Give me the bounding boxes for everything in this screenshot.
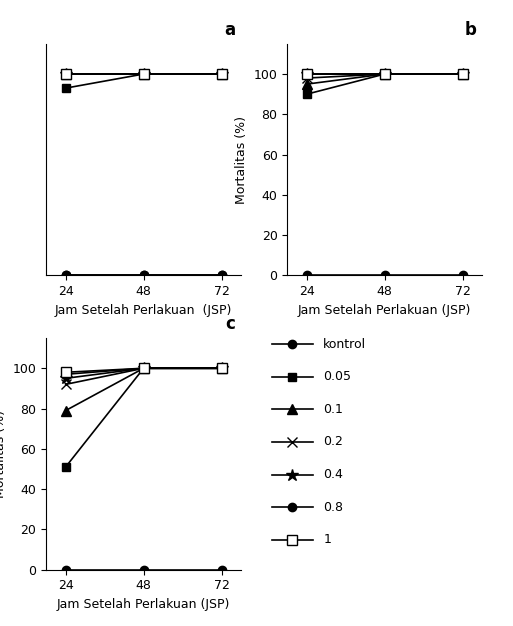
Text: c: c bbox=[225, 316, 235, 334]
X-axis label: Jam Setelah Perlakuan (JSP): Jam Setelah Perlakuan (JSP) bbox=[298, 304, 471, 317]
Text: 1: 1 bbox=[323, 533, 331, 546]
X-axis label: Jam Setelah Perlakuan  (JSP): Jam Setelah Perlakuan (JSP) bbox=[55, 304, 232, 317]
Y-axis label: Mortalitas (%): Mortalitas (%) bbox=[0, 410, 7, 498]
Text: b: b bbox=[464, 21, 477, 39]
Text: 0.4: 0.4 bbox=[323, 468, 343, 481]
Text: 0.8: 0.8 bbox=[323, 501, 343, 513]
X-axis label: Jam Setelah Perlakuan (JSP): Jam Setelah Perlakuan (JSP) bbox=[57, 598, 230, 611]
Text: 0.05: 0.05 bbox=[323, 371, 351, 383]
Text: 0.2: 0.2 bbox=[323, 436, 343, 448]
Text: kontrol: kontrol bbox=[323, 338, 366, 351]
Text: a: a bbox=[224, 21, 235, 39]
Y-axis label: Mortalitas (%): Mortalitas (%) bbox=[235, 116, 248, 203]
Text: 0.1: 0.1 bbox=[323, 403, 343, 416]
